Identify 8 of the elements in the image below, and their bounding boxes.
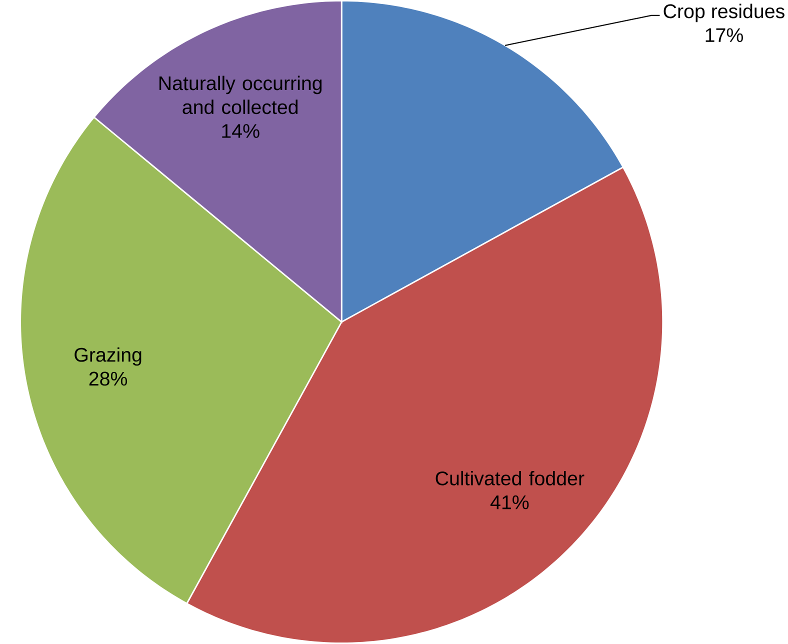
slice-label: Grazing: [74, 347, 142, 366]
slice-label: Crop residues: [664, 4, 784, 22]
data-label: 41%: [490, 495, 529, 510]
slice-label: Cultivated fodder: [436, 470, 584, 486]
slice-label: Naturally occurring and collected: [159, 76, 322, 114]
data-label: 14%: [222, 124, 260, 138]
data-label: 17%: [706, 28, 743, 42]
data-label: 28%: [89, 372, 128, 386]
